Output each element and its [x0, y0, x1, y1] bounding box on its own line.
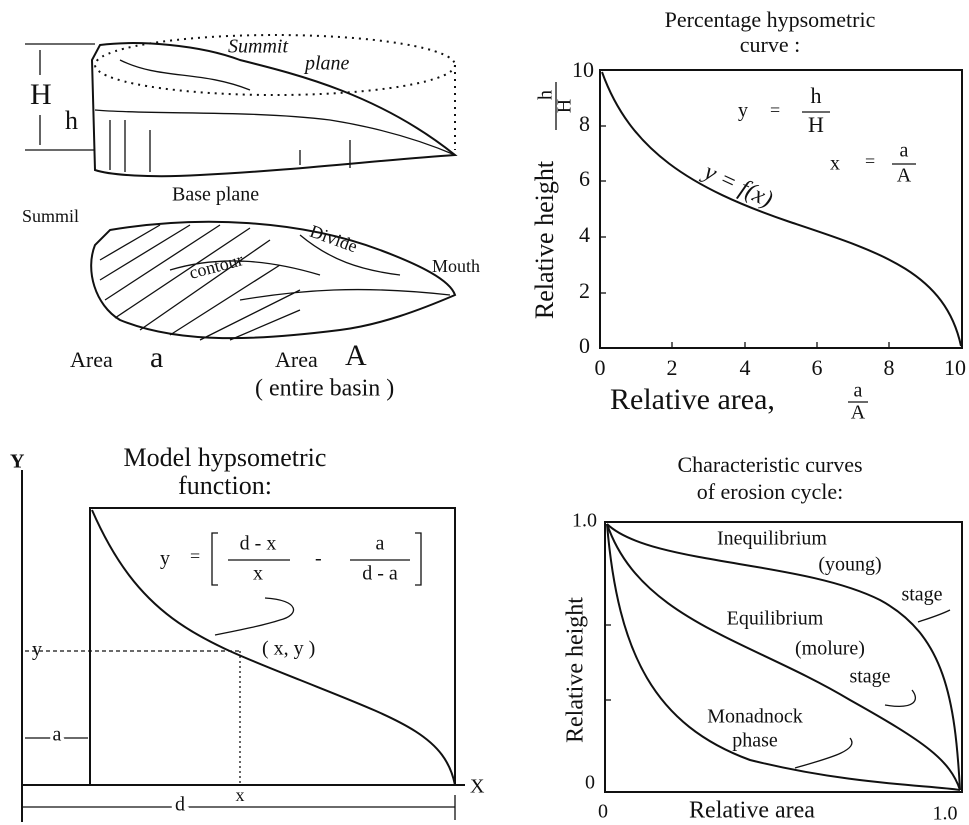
mature-curve	[606, 523, 961, 791]
eq-y: y	[738, 100, 748, 122]
area-a-symbol: a	[150, 341, 163, 374]
title-line-2: curve :	[740, 32, 800, 57]
monadnock-pointer	[794, 737, 853, 769]
eq-minus: -	[315, 548, 322, 570]
ticks	[600, 125, 890, 348]
x-axis-label: Relative area,	[610, 383, 775, 416]
eq-y-den: H	[808, 112, 824, 137]
H-label: H	[30, 78, 52, 111]
y-tick-label: 4	[579, 222, 590, 247]
x-tick-label: 4	[740, 355, 751, 380]
brackets	[211, 532, 422, 586]
entire-basin-label: ( entire basin )	[255, 376, 394, 402]
title-line-1: Model hypsometric	[124, 443, 327, 472]
x-axis-name: X	[470, 776, 485, 798]
hypsometric-curve-line	[601, 71, 962, 347]
area-a-label: Area	[70, 347, 113, 372]
y-marker: y	[32, 639, 42, 661]
eq-y-equals: =	[770, 100, 780, 120]
y-fraction-num: h	[535, 90, 557, 100]
model-function: Y Model hypsometric function: y = d - x …	[10, 443, 485, 822]
divide-label: Divide	[307, 221, 360, 257]
eq-num-2: a	[376, 533, 385, 555]
area-A-symbol: A	[345, 339, 367, 372]
x-tick-label: 6	[812, 355, 823, 380]
x-tick-label: 10	[944, 355, 966, 380]
summit-label: Summit	[228, 36, 288, 58]
x-marker: x	[236, 785, 245, 805]
y-axis-label: Relative height	[530, 160, 559, 319]
y-fraction-den: H	[554, 99, 576, 113]
y-axis-name: Y	[10, 451, 25, 473]
eq-y-num: h	[811, 83, 822, 108]
eq-equals: =	[190, 546, 200, 566]
erosion-cycle: Characteristic curves of erosion cycle: …	[563, 452, 963, 825]
y-axis-label: Relative height	[563, 597, 589, 743]
title-line-2: function:	[178, 471, 272, 500]
mouth-label: Mouth	[432, 256, 480, 276]
curve-label: y = f(x)	[698, 158, 776, 213]
mature-pointer	[884, 689, 917, 707]
x-tick-label: 0	[595, 355, 606, 380]
monadnock-curve	[606, 523, 961, 791]
block-detail	[94, 59, 456, 172]
x-fraction-num: a	[854, 380, 863, 402]
title-line-1: Characteristic curves	[677, 452, 862, 477]
eq-x-num: a	[900, 140, 909, 162]
monadnock-label-1: Monadnock	[707, 706, 803, 728]
y-tick-label: 8	[579, 111, 590, 136]
eq-y: y	[160, 548, 170, 570]
young-label-2: (young)	[818, 554, 881, 576]
eq-x: x	[830, 153, 840, 175]
eq-den-1: x	[253, 563, 263, 585]
mature-label-1: Equilibrium	[727, 608, 824, 630]
x-tick-label: 2	[667, 355, 678, 380]
base-plane-label: Base plane	[172, 184, 259, 206]
basin-hatch	[99, 224, 451, 341]
young-label-3: stage	[901, 584, 942, 606]
summit-marker: Summil	[22, 206, 79, 226]
y-tick-label: 6	[579, 166, 590, 191]
plot-frame	[599, 69, 963, 349]
basin-sketch: Summit plane H h Base plane Summil Divid…	[22, 34, 480, 402]
mature-label-3: stage	[849, 666, 890, 688]
point-label: ( x, y )	[262, 638, 315, 660]
eq-den-2: d - a	[362, 563, 398, 585]
mature-label-2: (molure)	[795, 638, 865, 660]
young-curve	[606, 523, 961, 791]
x-tick-label: 8	[884, 355, 895, 380]
y-tick-label: 0	[579, 333, 590, 358]
title-line-2: of erosion cycle:	[697, 479, 844, 504]
d-marker: d	[175, 794, 185, 816]
title-line-1: Percentage hypsometric	[665, 7, 876, 32]
eq-num-1: d - x	[240, 533, 277, 555]
area-A-label: Area	[275, 347, 318, 372]
plane-label: plane	[303, 53, 350, 75]
y-tick-label: 2	[579, 278, 590, 303]
young-pointer	[917, 609, 951, 623]
monadnock-label-2: phase	[732, 730, 778, 752]
y-tick-label: 10	[572, 57, 594, 82]
pointer	[214, 597, 295, 636]
x-tick-label: 0	[598, 801, 608, 823]
young-label-1: Inequilibrium	[717, 528, 827, 550]
y-tick-label: 0	[585, 772, 595, 794]
y-tick-label: 1.0	[572, 510, 597, 532]
x-axis-label: Relative area	[689, 798, 815, 824]
model-curve	[91, 509, 456, 786]
h-label: h	[65, 106, 78, 135]
basin-outline	[90, 220, 457, 340]
a-marker: a	[53, 724, 62, 746]
x-fraction-den: A	[851, 402, 866, 424]
plot-frame	[604, 521, 963, 793]
eq-x-equals: =	[865, 151, 875, 171]
hypsometric-curve: Percentage hypsometric curve : 0 2 4 6 8…	[530, 7, 966, 424]
x-tick-label: 1.0	[933, 803, 958, 825]
block	[90, 42, 458, 178]
eq-x-den: A	[897, 165, 912, 187]
